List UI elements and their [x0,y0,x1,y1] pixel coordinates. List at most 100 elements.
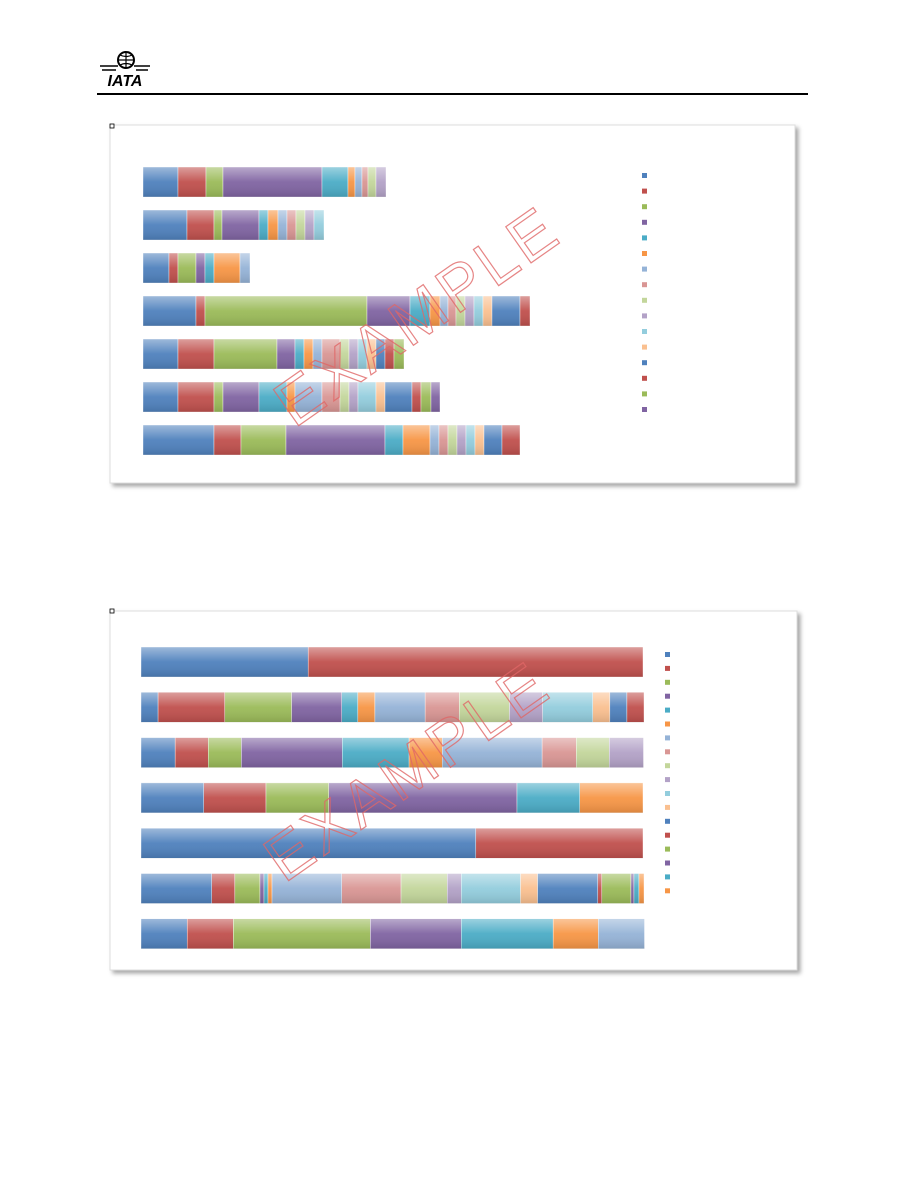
bar-segment [400,873,448,904]
bar-segment [456,424,467,456]
bar-segment [370,918,462,949]
legend-swatch [665,707,670,713]
bar-segment [347,166,356,198]
bar-segment [402,424,431,456]
legend-swatch [665,846,670,852]
bar-segment [263,873,269,904]
bar-segment [142,166,179,198]
legend-swatch [665,679,670,685]
bar-segment [195,295,206,327]
legend-swatch [642,266,647,272]
bar-segment [213,252,241,284]
bar-segment [375,166,387,198]
frame-handle [109,123,115,129]
bar-segment [465,424,476,456]
bar-segment [361,166,369,198]
bar-segment [429,424,440,456]
legend-swatch [665,804,670,810]
legend-swatch [642,344,647,350]
bar-segment [374,692,426,723]
bar-segment [357,692,376,723]
bar-segment [304,209,315,241]
bar-segment [140,873,212,904]
bar-segment [537,873,599,904]
bar-segment [384,381,413,413]
bar-segment [341,692,359,723]
legend-swatch [642,391,647,397]
bar-segment [541,737,577,768]
bar-segment [177,338,215,370]
bar-segment [204,295,368,327]
logo-text: IATA [108,73,143,90]
bar-segment [313,209,325,241]
legend-swatch [665,860,670,866]
bar-segment [157,692,226,723]
legend-swatch [642,173,647,178]
legend-swatch [642,297,647,303]
bar-segment [142,338,179,370]
bar-segment [520,873,538,904]
bar-segment [384,424,404,456]
bar-segment [475,828,644,859]
bar-segment [598,918,645,949]
bar-segment [142,424,215,456]
legend-swatch [665,888,670,894]
bar-segment [638,873,645,904]
bar-segment [630,873,635,904]
bar-segment [341,873,402,904]
bar-segment [186,918,234,949]
bar-segment [267,873,273,904]
bar-segment [222,381,260,413]
bar-segment [140,737,176,768]
legend-swatch [665,832,670,838]
bar-segment [277,209,288,241]
bar-segment [140,692,159,723]
bar-segment [142,381,179,413]
legend-swatch [642,235,647,241]
bar-segment [140,918,188,949]
bar-segment [430,381,441,413]
bar-segment [174,737,209,768]
bar-segment [140,646,309,678]
bar-segment [286,209,297,241]
legend-swatch [665,791,670,796]
bar-segment [483,424,503,456]
bar-segment [307,646,644,678]
bar-segment [239,252,251,284]
bar-segment [195,252,206,284]
bar-segment [213,424,242,456]
frame-handle [109,608,115,614]
bar-segment [142,295,197,327]
bar-segment [519,295,531,327]
legend-swatch [642,251,647,256]
bar-segment [234,873,261,904]
bar-segment [592,692,611,723]
bar-segment [447,873,462,904]
legend-swatch [642,407,647,412]
bar-segment [204,252,215,284]
legend-swatch [642,188,647,194]
bar-segment [142,209,188,241]
bar-segment [240,424,287,456]
legend-swatch [642,282,647,288]
legend-swatch [665,693,670,699]
legend-swatch [642,313,647,319]
bar-segment [609,737,644,768]
legend-swatch [665,874,670,880]
bar-segment [438,424,449,456]
bar-segment [321,166,349,198]
bar-segment [213,338,278,370]
bar-segment [367,166,377,198]
bar-segment [168,252,179,284]
bar-segment [177,166,207,198]
legend-swatch [665,777,670,783]
bar-segment [213,381,224,413]
legend-swatch [665,721,670,727]
bar-segment [221,209,260,241]
bar-segment [177,252,197,284]
bar-segment [447,424,458,456]
legend-swatch [665,735,670,741]
bar-segment [142,252,170,284]
bar-segment [186,209,215,241]
